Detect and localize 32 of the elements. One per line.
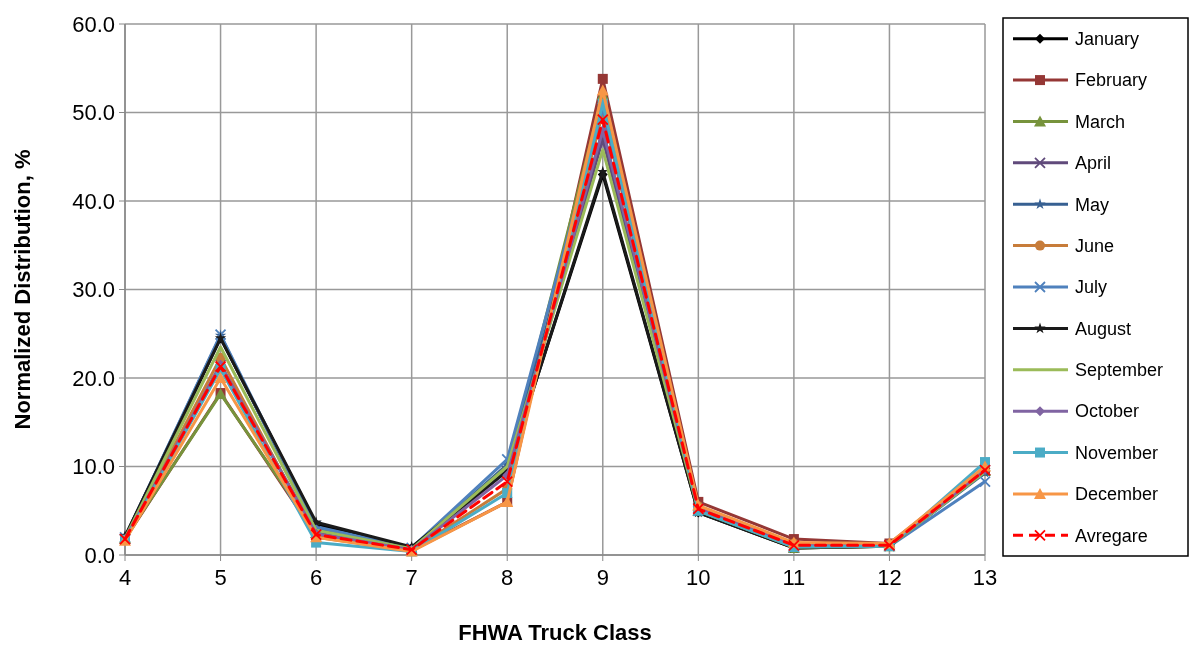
x-tick-label: 8 (501, 565, 514, 590)
legend-label: August (1075, 318, 1132, 339)
y-tick-label: 50.0 (72, 100, 115, 126)
x-tick-label: 13 (972, 565, 998, 590)
x-tick-label: 12 (877, 565, 902, 590)
y-tick-label: 20.0 (72, 365, 115, 391)
legend-label: May (1075, 194, 1110, 215)
legend-label: November (1075, 442, 1159, 463)
legend-label: Avregare (1075, 525, 1148, 546)
legend-label: January (1075, 28, 1140, 49)
x-tick-label: 4 (118, 565, 132, 590)
x-tick-label: 5 (214, 565, 227, 590)
legend-label: July (1075, 277, 1108, 298)
x-tick-label: 11 (782, 565, 806, 590)
legend-label: June (1075, 235, 1115, 256)
y-tick-label: 40.0 (72, 188, 115, 214)
y-tick-label: 0.0 (84, 542, 115, 568)
x-tick-label: 10 (686, 565, 711, 590)
legend-label: March (1075, 111, 1126, 132)
x-axis-title: FHWA Truck Class (458, 620, 652, 645)
x-tick-label: 6 (309, 565, 323, 590)
x-tick-label: 9 (596, 565, 609, 590)
y-tick-label: 30.0 (72, 277, 115, 303)
y-tick-label: 60.0 (72, 11, 115, 37)
legend-label: September (1075, 360, 1164, 381)
legend-label: February (1075, 70, 1148, 91)
legend-label: April (1075, 153, 1112, 174)
y-axis-title: Normalized Distribution, % (10, 149, 35, 430)
y-tick-label: 10.0 (72, 454, 115, 480)
legend-label: October (1075, 401, 1140, 422)
legend-label: December (1075, 484, 1159, 505)
x-tick-label: 7 (405, 565, 418, 590)
